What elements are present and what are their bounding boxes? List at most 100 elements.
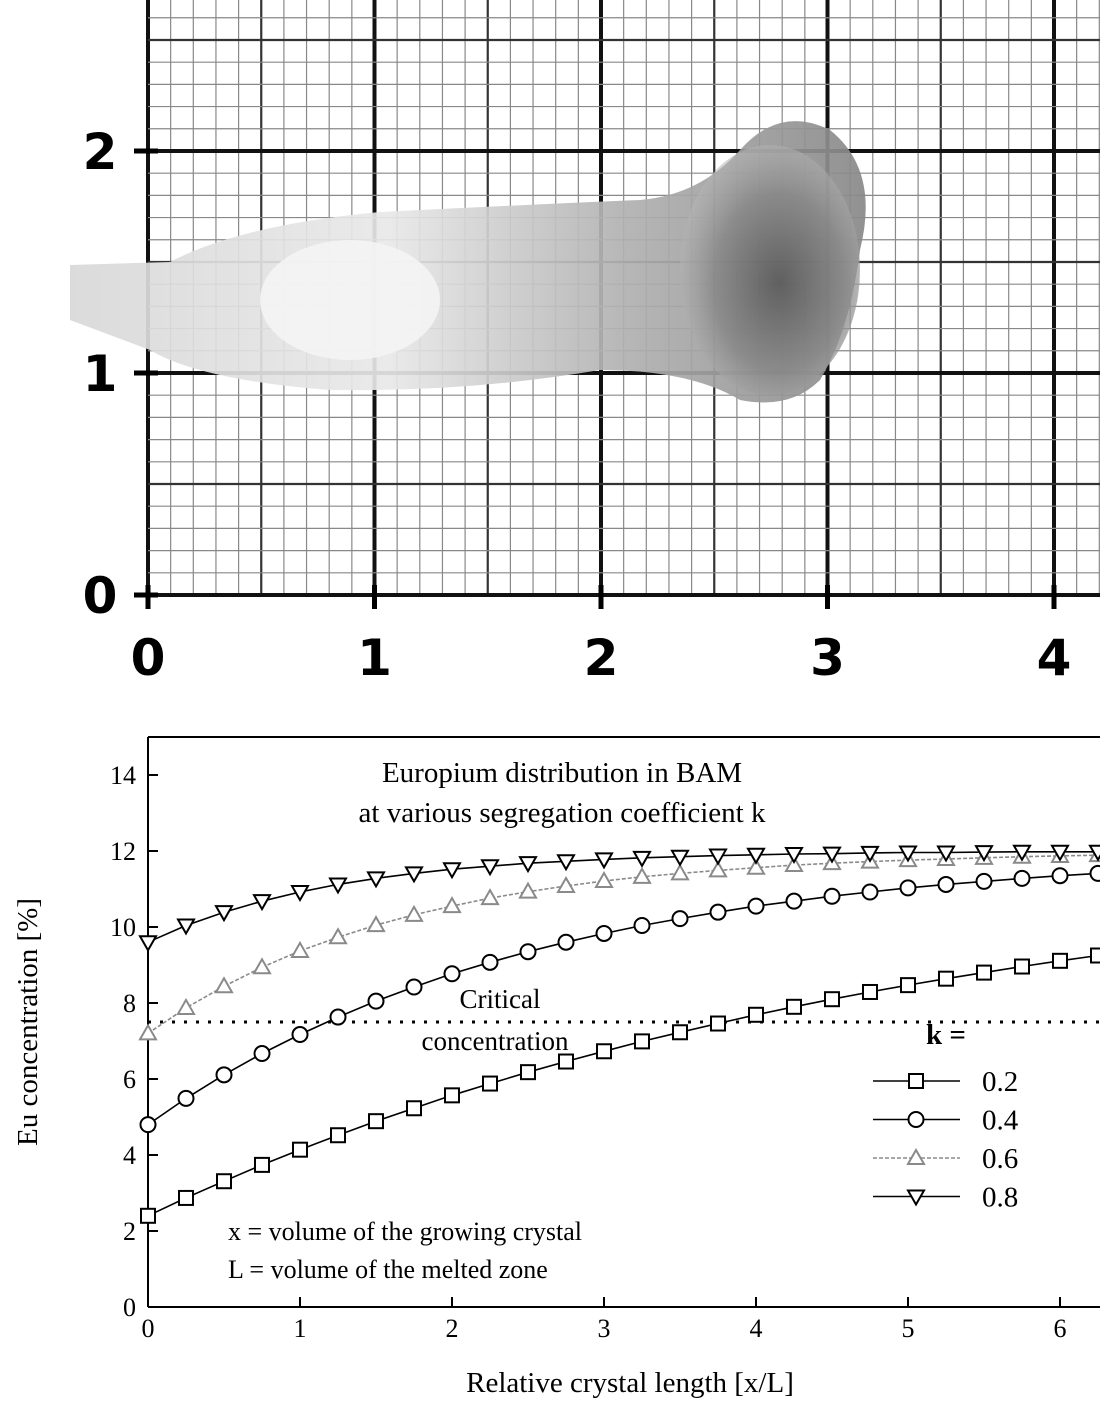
series-line [147,872,1099,1126]
y-tick-label: 8 [123,989,136,1018]
y-tick-label: 0 [83,567,118,625]
marker [594,871,614,889]
x-tick-label: 2 [584,629,619,687]
marker [556,875,576,893]
marker [215,1066,233,1084]
marker [252,957,272,975]
marker [442,862,462,880]
x-tick-label: 1 [294,1314,307,1343]
marker [292,1141,308,1158]
y-tick-label: 2 [83,123,118,181]
y-axis-label: Eu concentration [%] [12,898,44,1146]
marker [254,1156,270,1173]
marker [862,983,878,1000]
marker [556,854,576,872]
x-tick-label: 0 [142,1314,155,1343]
reference-label: concentration [422,1026,569,1056]
x-tick-label: 3 [598,1314,611,1343]
marker [557,933,575,951]
note: x = volume of the growing crystal [228,1217,582,1246]
marker [671,910,689,928]
marker [444,1087,460,1104]
marker [176,918,196,936]
legend-marker [908,1073,924,1089]
marker [1012,844,1032,862]
marker [1089,864,1100,882]
marker [138,1023,158,1041]
y-tick-label: 12 [110,837,136,866]
marker [748,1006,764,1023]
marker [328,877,348,895]
marker [177,1089,195,1107]
marker [291,1026,309,1044]
crystal [70,121,866,403]
marker [368,1113,384,1130]
marker [290,885,310,903]
marker [405,978,423,996]
marker [670,849,690,867]
marker [710,1015,726,1032]
marker [140,1207,156,1224]
x-tick-label: 5 [902,1314,915,1343]
marker [632,866,652,884]
marker [747,897,765,915]
marker [822,846,842,864]
marker [482,1075,498,1092]
marker [595,924,613,942]
marker [1088,844,1100,862]
marker [708,848,728,866]
series-line [147,851,1098,943]
legend-marker [906,1189,926,1207]
marker [443,965,461,983]
marker [1052,952,1068,969]
photo: 0 1 2 3 4 0 1 2 [70,0,1100,687]
marker [480,859,500,877]
legend-label: 0.2 [982,1066,1018,1098]
x-tick-label: 4 [750,1314,763,1343]
crystal-light [260,240,440,360]
marker [746,847,766,865]
x-axis-label: Relative crystal length [x/L] [466,1367,794,1399]
marker [784,847,804,865]
marker [518,856,538,874]
marker [366,871,386,889]
y-tick-label: 4 [123,1141,136,1170]
marker [404,904,424,922]
marker [518,881,538,899]
marker [481,953,499,971]
marker [860,845,880,863]
marker [480,888,500,906]
marker [406,1100,422,1117]
marker [900,977,916,994]
marker [784,855,804,873]
marker [708,860,728,878]
marker [214,905,234,923]
marker [899,879,917,897]
marker [898,845,918,863]
marker [632,850,652,868]
y-tick-label: 10 [110,913,136,942]
marker [1014,958,1030,975]
marker [709,903,727,921]
marker [216,1173,232,1190]
x-tick-label: 3 [810,629,845,687]
marker [634,1033,650,1050]
marker [672,1024,688,1041]
x-tick-label: 6 [1054,1314,1067,1343]
reference-label: Critical [460,984,541,1014]
marker [936,845,956,863]
series-line [147,854,1099,1035]
marker [861,883,879,901]
y-tick-label: 1 [83,345,118,403]
marker [442,896,462,914]
marker [1051,867,1069,885]
legend-title: k = [926,1019,966,1051]
marker [328,927,348,945]
x-tick-label: 0 [131,629,166,687]
series-line [147,954,1099,1217]
marker [290,940,310,958]
marker [1013,869,1031,887]
marker [558,1053,574,1070]
x-tick-label: 1 [357,629,392,687]
